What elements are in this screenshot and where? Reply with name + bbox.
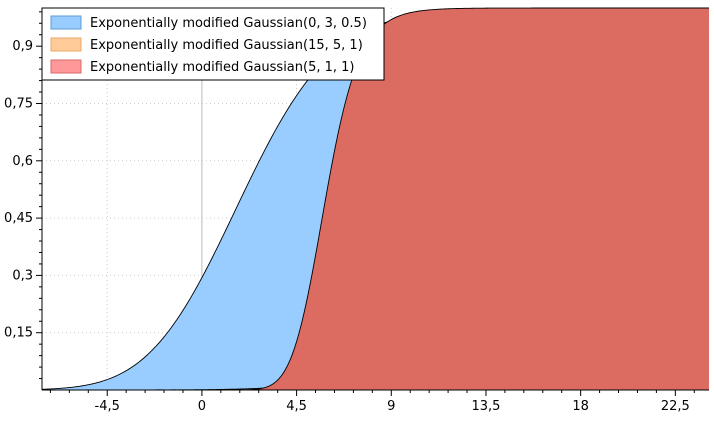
x-tick-label: 0 [198,399,206,414]
y-tick-label: 0,9 [12,39,33,54]
legend-label-2: Exponentially modified Gaussian(5, 1, 1) [90,60,355,75]
legend-item-0: Exponentially modified Gaussian(0, 3, 0.… [50,15,367,31]
y-tick-label: 0,6 [12,154,33,169]
legend-item-1: Exponentially modified Gaussian(15, 5, 1… [50,37,363,53]
legend-box [41,7,385,81]
legend-swatch-2 [50,59,82,74]
series-areas [41,7,710,391]
y-tick-label: 0,75 [4,97,33,112]
y-tick-label: 0,15 [4,326,33,341]
y-tick-label: 0,45 [4,211,33,226]
legend-swatch-0 [50,15,82,30]
x-tick-label: 4,5 [286,399,307,414]
legend-swatch-1 [50,37,82,52]
x-tick-label: 13,5 [471,399,500,414]
x-tick-label: -4,5 [95,399,120,414]
x-tick-label: 22,5 [661,399,690,414]
tick-labels: -4,5 0 4,5 9 13,5 18 22,5 0,15 0,3 0,45 0,6 0,75 0,9 [4,39,690,414]
x-tick-label: 18 [572,399,589,414]
legend-label-1: Exponentially modified Gaussian(15, 5, 1… [90,38,363,53]
legend-item-2: Exponentially modified Gaussian(5, 1, 1) [50,59,355,75]
legend-label-0: Exponentially modified Gaussian(0, 3, 0.… [90,16,367,31]
y-tick-label: 0,3 [12,268,33,283]
series-area-2 [42,8,709,390]
legend: Exponentially modified Gaussian(0, 3, 0.… [41,7,385,81]
x-tick-label: 9 [387,399,395,414]
